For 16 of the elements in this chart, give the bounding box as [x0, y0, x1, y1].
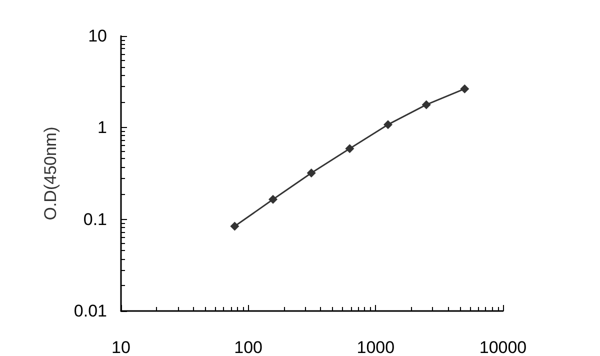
- x-tick-label: 10: [112, 338, 130, 356]
- y-tick-label: 0.01: [74, 302, 107, 320]
- point: [306, 168, 316, 178]
- x-tick-label: 100: [234, 338, 263, 356]
- point: [422, 100, 431, 110]
- point: [230, 222, 240, 231]
- point: [268, 194, 278, 204]
- y-axis-title: O.D(450nm): [41, 126, 60, 220]
- point: [460, 84, 470, 94]
- y-tick-label: 10: [88, 26, 107, 46]
- x-tick-label: 1000: [356, 338, 395, 356]
- point: [384, 120, 393, 130]
- point: [345, 144, 354, 154]
- x-tick-label: 10000: [479, 338, 527, 356]
- y-tick-label: 1: [98, 118, 107, 138]
- y-tick-label: 0.1: [83, 210, 107, 229]
